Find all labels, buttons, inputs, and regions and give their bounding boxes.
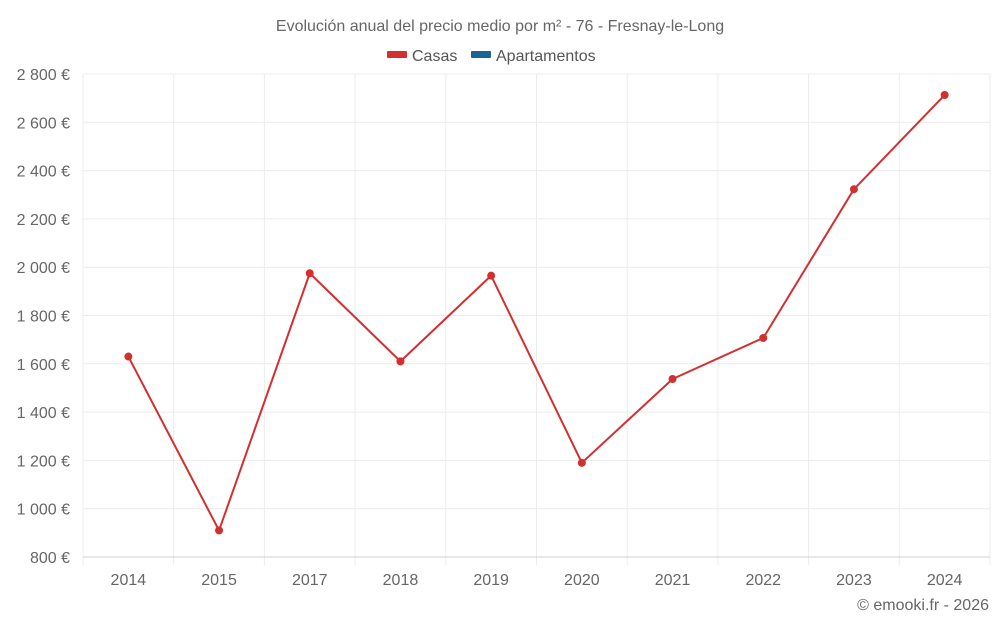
legend-item-casas[interactable]: Casas — [387, 48, 457, 65]
x-tick-label: 2024 — [927, 572, 963, 589]
x-gridlines — [82, 74, 991, 565]
x-tick-label: 2018 — [383, 572, 419, 589]
data-point[interactable] — [759, 333, 768, 342]
y-tick-label: 2 800 € — [17, 67, 70, 84]
x-tick-label: 2022 — [745, 572, 781, 589]
data-point[interactable] — [305, 269, 314, 278]
data-point[interactable] — [215, 526, 224, 535]
y-tick-label: 1 800 € — [17, 309, 70, 326]
data-point[interactable] — [668, 375, 677, 384]
x-tick-label: 2021 — [655, 572, 691, 589]
legend-item-apartamentos[interactable]: Apartamentos — [471, 48, 596, 65]
x-tick-label: 2023 — [836, 572, 872, 589]
chart-title: Evolución anual del precio medio por m² … — [276, 18, 724, 35]
legend-swatch-casas — [387, 51, 407, 58]
data-point[interactable] — [487, 271, 496, 280]
x-tick-label: 2020 — [564, 572, 600, 589]
series-line-casas — [127, 94, 946, 532]
data-point[interactable] — [940, 91, 949, 100]
y-tick-label: 2 600 € — [17, 115, 70, 132]
y-axis-ticks: 800 € 1 000 € 1 200 € 1 400 € 1 600 € 1 800 €… — [17, 67, 70, 567]
y-tick-label: 1 000 € — [17, 502, 70, 519]
x-tick-label: 2014 — [111, 572, 147, 589]
legend-label-apartamentos: Apartamentos — [496, 48, 596, 65]
data-point[interactable] — [396, 357, 405, 366]
legend-swatch-apartamentos — [471, 51, 491, 58]
y-tick-label: 800 € — [30, 550, 70, 567]
x-tick-label: 2019 — [473, 572, 509, 589]
series-layer — [124, 91, 949, 535]
y-tick-label: 2 200 € — [17, 212, 70, 229]
y-tick-label: 2 400 € — [17, 164, 70, 181]
y-tick-label: 1 400 € — [17, 405, 70, 422]
credit-text: © emooki.fr - 2026 — [857, 597, 989, 614]
y-tick-label: 2 000 € — [17, 260, 70, 277]
x-tick-label: 2017 — [292, 572, 328, 589]
y-tick-label: 1 200 € — [17, 453, 70, 470]
data-point[interactable] — [849, 185, 858, 194]
legend-label-casas: Casas — [412, 48, 457, 65]
y-tick-label: 1 600 € — [17, 357, 70, 374]
x-tick-label: 2015 — [201, 572, 237, 589]
data-point[interactable] — [124, 352, 133, 361]
data-point[interactable] — [577, 458, 586, 467]
x-axis-ticks: 2014 2015 2017 2018 2019 2020 2021 2022 2023 2024 — [111, 572, 963, 589]
legend: Casas Apartamentos — [387, 48, 596, 65]
